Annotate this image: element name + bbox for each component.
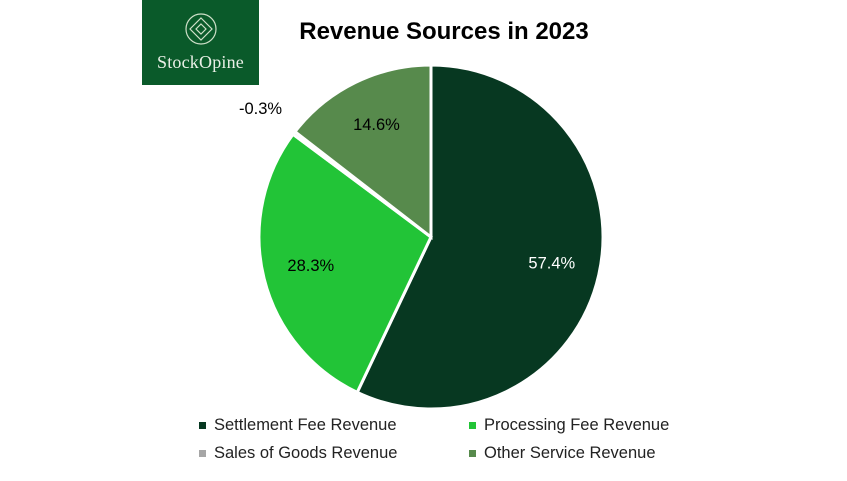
chart-legend: Settlement Fee Revenue Processing Fee Re… [199, 416, 689, 463]
data-label-sales-of-goods: -0.3% [239, 100, 282, 118]
pie-slice-other-service [292, 63, 433, 241]
data-label-processing-fee: 28.3% [287, 257, 334, 275]
diamond-logo-icon [184, 13, 217, 45]
data-label-settlement-fee: 57.4% [528, 255, 575, 273]
legend-label: Processing Fee Revenue [484, 416, 670, 434]
pie-slice-settlement-fee [355, 63, 605, 411]
stockopine-logo: StockOpine [142, 0, 259, 85]
logo-text: StockOpine [157, 52, 244, 72]
legend-item-sales-of-goods: Sales of Goods Revenue [199, 444, 469, 463]
legend-swatch [199, 422, 206, 429]
pie-slice-processing-fee [257, 132, 433, 395]
legend-item-settlement-fee: Settlement Fee Revenue [199, 416, 469, 435]
data-label-other-service: 14.6% [353, 116, 400, 134]
legend-label: Settlement Fee Revenue [214, 416, 397, 434]
legend-item-processing-fee: Processing Fee Revenue [469, 416, 689, 435]
legend-swatch [199, 450, 206, 457]
chart-title: Revenue Sources in 2023 [299, 18, 589, 45]
legend-swatch [469, 422, 476, 429]
legend-item-other-service: Other Service Revenue [469, 444, 689, 463]
legend-label: Sales of Goods Revenue [214, 444, 398, 462]
legend-swatch [469, 450, 476, 457]
legend-label: Other Service Revenue [484, 444, 656, 462]
